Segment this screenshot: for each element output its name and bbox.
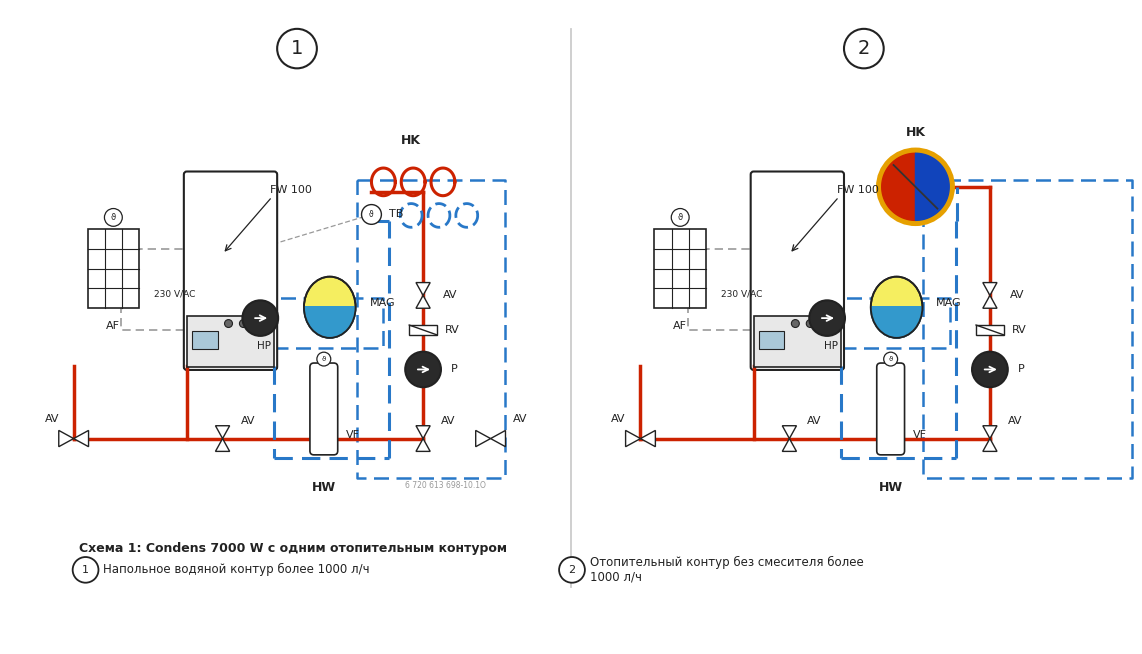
Polygon shape	[416, 296, 431, 308]
Text: HK: HK	[401, 134, 421, 147]
Text: ϑ: ϑ	[322, 356, 325, 362]
Polygon shape	[73, 430, 89, 447]
Ellipse shape	[304, 277, 355, 338]
Text: VF: VF	[346, 430, 360, 439]
Polygon shape	[916, 153, 949, 220]
Circle shape	[362, 205, 381, 224]
Text: MAG: MAG	[936, 298, 962, 308]
Circle shape	[278, 29, 316, 68]
Polygon shape	[983, 283, 997, 296]
Text: Напольное водяной контур более 1000 л/ч: Напольное водяной контур более 1000 л/ч	[104, 563, 370, 576]
Text: 2: 2	[569, 565, 576, 575]
Text: Отопительный контур без смесителя более
1000 л/ч: Отопительный контур без смесителя более …	[590, 556, 863, 584]
Text: RV: RV	[445, 325, 460, 335]
Text: ϑ: ϑ	[369, 210, 373, 219]
Circle shape	[818, 320, 826, 328]
Text: AV: AV	[611, 414, 626, 424]
Circle shape	[806, 320, 814, 328]
Circle shape	[844, 29, 884, 68]
Text: AV: AV	[807, 416, 822, 426]
Bar	[758, 332, 785, 349]
Text: ϑ: ϑ	[677, 213, 683, 222]
FancyBboxPatch shape	[877, 363, 904, 455]
FancyBboxPatch shape	[184, 171, 278, 370]
Text: 1: 1	[82, 565, 89, 575]
Text: ϑ: ϑ	[888, 356, 893, 362]
Text: P: P	[451, 364, 458, 375]
Text: AF: AF	[673, 321, 687, 331]
Circle shape	[104, 209, 122, 226]
Text: 1: 1	[291, 39, 304, 58]
Polygon shape	[58, 430, 73, 447]
Text: HP: HP	[825, 341, 838, 351]
Polygon shape	[216, 426, 230, 439]
Circle shape	[73, 557, 98, 583]
Polygon shape	[304, 307, 355, 338]
Bar	[754, 316, 841, 367]
FancyBboxPatch shape	[750, 171, 844, 370]
Polygon shape	[871, 307, 923, 338]
Circle shape	[878, 149, 954, 224]
Polygon shape	[416, 283, 431, 296]
Text: P: P	[1018, 364, 1024, 375]
Polygon shape	[782, 426, 796, 439]
Polygon shape	[491, 430, 506, 447]
Circle shape	[671, 209, 689, 226]
Text: AV: AV	[1007, 416, 1022, 426]
Text: HK: HK	[906, 126, 925, 139]
Ellipse shape	[871, 277, 923, 338]
Polygon shape	[416, 426, 431, 439]
Polygon shape	[641, 430, 656, 447]
Bar	[192, 332, 218, 349]
Text: AV: AV	[1010, 290, 1024, 300]
Polygon shape	[476, 430, 491, 447]
Circle shape	[240, 320, 248, 328]
Text: AV: AV	[45, 414, 59, 424]
Text: AV: AV	[441, 416, 456, 426]
Polygon shape	[626, 430, 641, 447]
Circle shape	[560, 557, 585, 583]
Bar	[654, 230, 706, 308]
Text: HW: HW	[878, 481, 902, 494]
Polygon shape	[983, 296, 997, 308]
Polygon shape	[782, 439, 796, 451]
Polygon shape	[983, 439, 997, 451]
Text: AV: AV	[443, 290, 458, 300]
Text: RV: RV	[1012, 325, 1027, 335]
Text: TB: TB	[389, 209, 404, 220]
Circle shape	[405, 352, 441, 387]
Text: MAG: MAG	[370, 298, 395, 308]
Text: HP: HP	[257, 341, 272, 351]
Text: AV: AV	[241, 416, 255, 426]
Circle shape	[884, 352, 898, 366]
FancyBboxPatch shape	[309, 363, 338, 455]
Bar	[88, 230, 139, 308]
Text: AF: AF	[106, 321, 120, 331]
Polygon shape	[983, 426, 997, 439]
Text: HW: HW	[312, 481, 336, 494]
Polygon shape	[216, 439, 230, 451]
Circle shape	[225, 320, 233, 328]
Text: Схема 1: Condens 7000 W с одним отопительным контуром: Схема 1: Condens 7000 W с одним отопител…	[79, 542, 507, 555]
Text: VF: VF	[912, 430, 926, 439]
Text: ϑ: ϑ	[111, 213, 116, 222]
Bar	[187, 316, 274, 367]
Text: 230 V/AC: 230 V/AC	[721, 290, 763, 299]
Polygon shape	[416, 439, 431, 451]
Circle shape	[250, 320, 258, 328]
Circle shape	[316, 352, 331, 366]
Circle shape	[810, 300, 845, 336]
Polygon shape	[882, 153, 916, 220]
Text: 2: 2	[858, 39, 870, 58]
Circle shape	[242, 300, 279, 336]
Text: FW 100: FW 100	[271, 185, 312, 195]
Text: 230 V/AC: 230 V/AC	[154, 290, 195, 299]
Circle shape	[972, 352, 1007, 387]
Bar	[409, 325, 437, 335]
Bar	[976, 325, 1004, 335]
Text: FW 100: FW 100	[837, 185, 879, 195]
Text: 6 720 613 698-10.1O: 6 720 613 698-10.1O	[405, 481, 486, 490]
Text: AV: AV	[513, 414, 526, 424]
Circle shape	[791, 320, 799, 328]
